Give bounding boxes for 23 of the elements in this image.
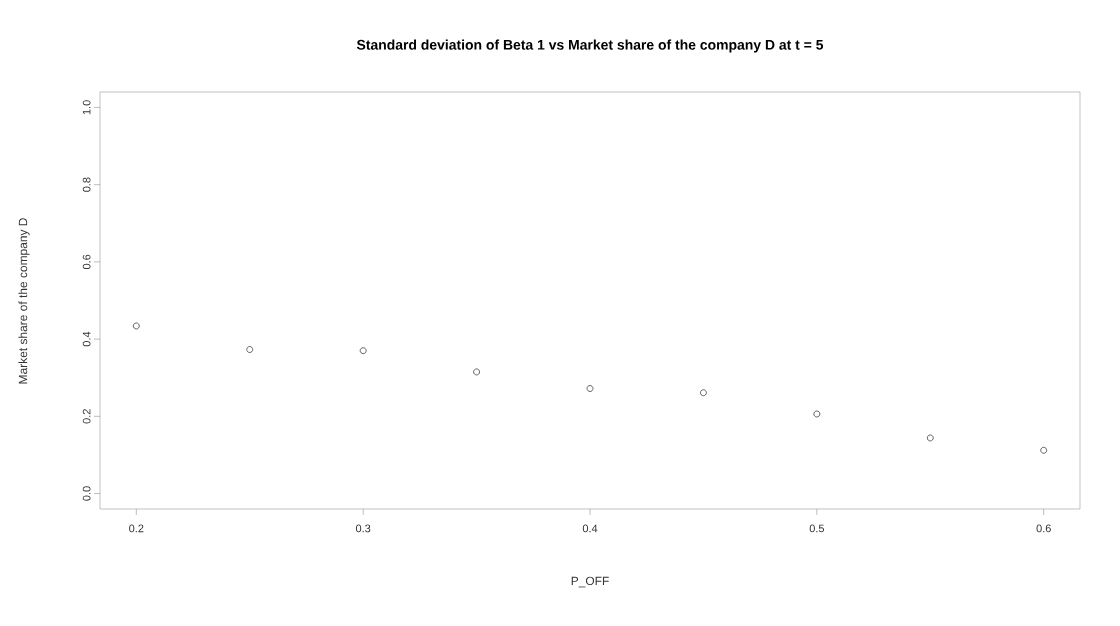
point <box>813 410 821 418</box>
y-axis-title: Market share of the company D <box>18 218 30 384</box>
x-tick-label: 0.6 <box>1036 524 1051 533</box>
point <box>926 434 934 442</box>
x-tick-label: 0.4 <box>582 524 598 533</box>
y-tick-label: 0.8 <box>82 177 91 192</box>
x-axis-title: P_OFF <box>571 576 609 588</box>
y-tick-label: 0.6 <box>82 254 91 270</box>
y-tick-label: 0.0 <box>82 486 91 501</box>
y-tick-label: 0.4 <box>82 331 91 347</box>
point <box>586 385 594 392</box>
point <box>473 368 480 376</box>
point <box>359 347 367 354</box>
y-tick-label: 0.2 <box>82 409 91 424</box>
x-tick-label: 0.3 <box>355 524 371 533</box>
chart-title: Standard deviation of Beta 1 vs Market share of the company D at t = 5 <box>356 39 824 53</box>
x-tick-label: 0.5 <box>809 524 825 533</box>
point <box>133 322 140 330</box>
point <box>1040 447 1048 454</box>
y-tick-label: 1.0 <box>82 100 91 115</box>
point <box>700 389 707 397</box>
point <box>246 346 254 353</box>
x-tick-label: 0.2 <box>129 524 144 533</box>
